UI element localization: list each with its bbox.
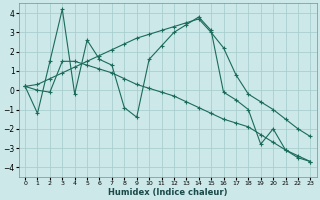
X-axis label: Humidex (Indice chaleur): Humidex (Indice chaleur) <box>108 188 228 197</box>
